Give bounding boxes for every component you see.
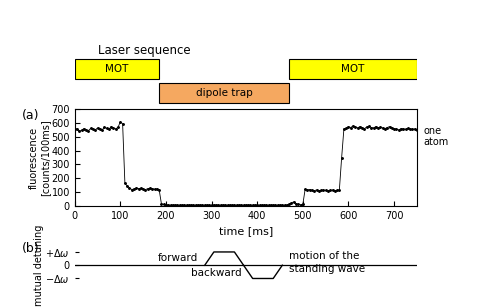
Y-axis label: mutual detuning: mutual detuning [34, 225, 44, 306]
Y-axis label: fluorescence
[counts/100ms]: fluorescence [counts/100ms] [28, 119, 50, 196]
Text: Laser sequence: Laser sequence [98, 44, 190, 57]
Text: MOT: MOT [341, 64, 365, 74]
Text: forward: forward [158, 253, 198, 263]
Text: MOT: MOT [105, 64, 129, 74]
Bar [159, 83, 289, 103]
X-axis label: time [ms]: time [ms] [219, 226, 273, 236]
Bar [75, 59, 159, 79]
Text: backward: backward [191, 268, 241, 278]
Text: one
atom: one atom [424, 126, 449, 147]
Text: dipole trap: dipole trap [196, 88, 253, 98]
Text: (a): (a) [22, 109, 39, 122]
Text: motion of the
standing wave: motion of the standing wave [289, 251, 365, 274]
Text: (b): (b) [22, 242, 40, 255]
Bar [289, 59, 417, 79]
